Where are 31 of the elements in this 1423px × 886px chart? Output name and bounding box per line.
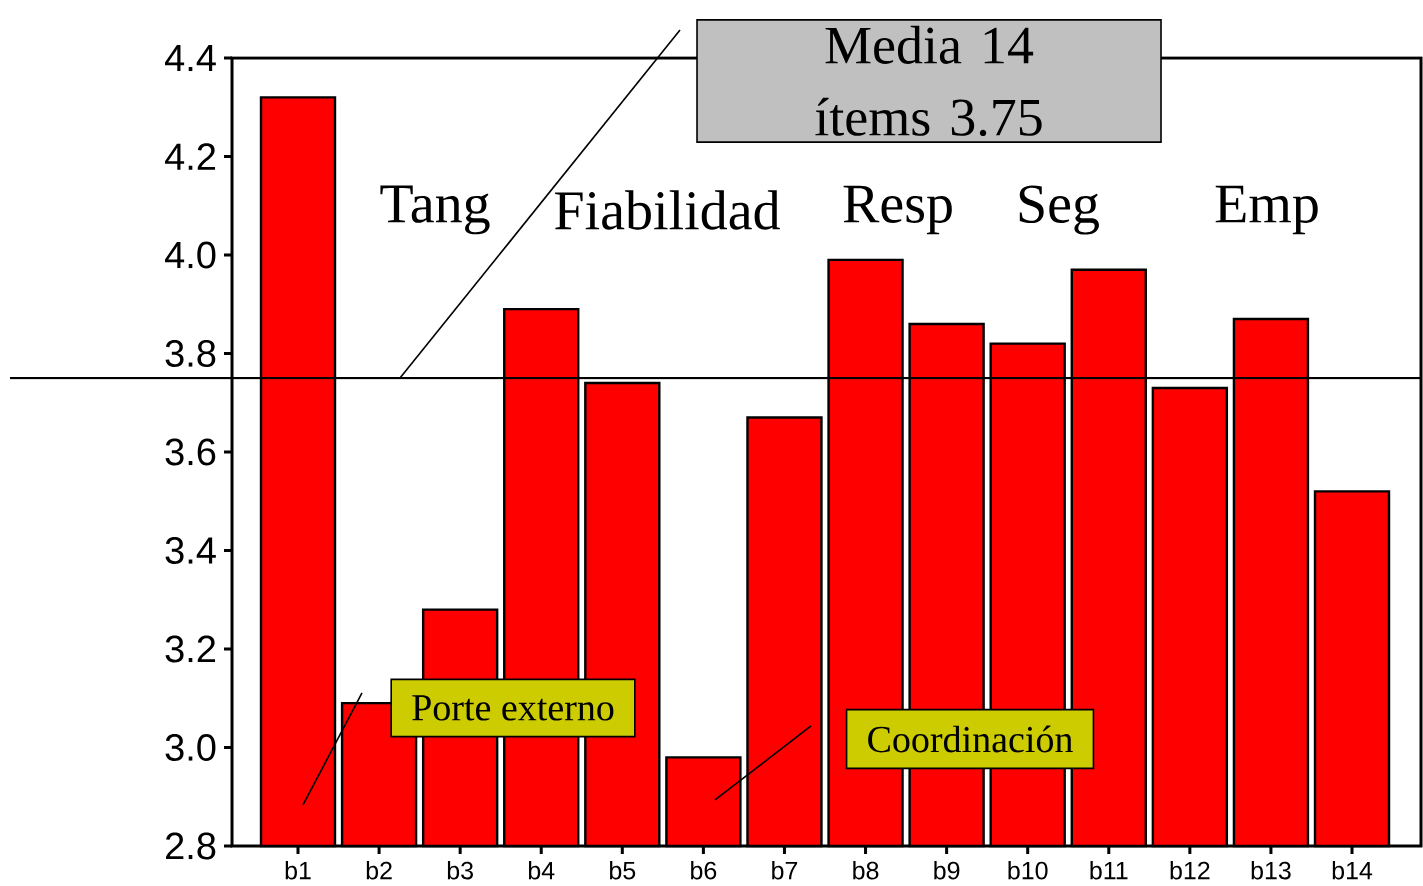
x-tick-label: b13 (1251, 861, 1291, 880)
x-tick-label: b8 (853, 861, 879, 880)
y-tick-label: 2.8 (166, 832, 216, 860)
x-tick-label: b11 (1090, 861, 1128, 880)
annotation: Resp (843, 185, 952, 235)
ref-line-label: Media 14 ítems 3.75 (815, 25, 1042, 137)
annotation: Porte externo (412, 695, 614, 721)
y-tick-label: 3.2 (165, 635, 216, 663)
y-tick-label: 4.2 (165, 143, 216, 170)
x-tick-label: b4 (528, 861, 555, 880)
x-tick-label: b9 (934, 861, 960, 880)
y-tick-label: 3.0 (165, 734, 216, 761)
x-tick-label: b3 (447, 861, 473, 880)
annotation: Tang (380, 185, 490, 235)
x-tick-label: b1 (285, 861, 311, 880)
annotation: Coordinación (868, 725, 1073, 753)
annotation: Fiabilidad (555, 190, 780, 230)
x-tick-label: b7 (772, 861, 798, 880)
x-tick-label: b14 (1332, 861, 1373, 880)
y-tick-label: 4.4 (165, 44, 216, 72)
x-tick-label: b5 (610, 861, 636, 880)
y-tick-label: 3.4 (165, 537, 216, 564)
annotation: Emp (1215, 185, 1318, 235)
y-tick-label: 4.0 (165, 241, 216, 269)
x-tick-label: b6 (691, 861, 717, 880)
x-tick-label: b2 (366, 861, 392, 880)
y-tick-label: 3.8 (165, 340, 216, 367)
x-tick-label: b12 (1170, 861, 1210, 880)
y-tick-label: 3.6 (165, 438, 216, 466)
x-tick-label: b10 (1008, 861, 1048, 880)
annotation: Seg (1019, 185, 1099, 235)
